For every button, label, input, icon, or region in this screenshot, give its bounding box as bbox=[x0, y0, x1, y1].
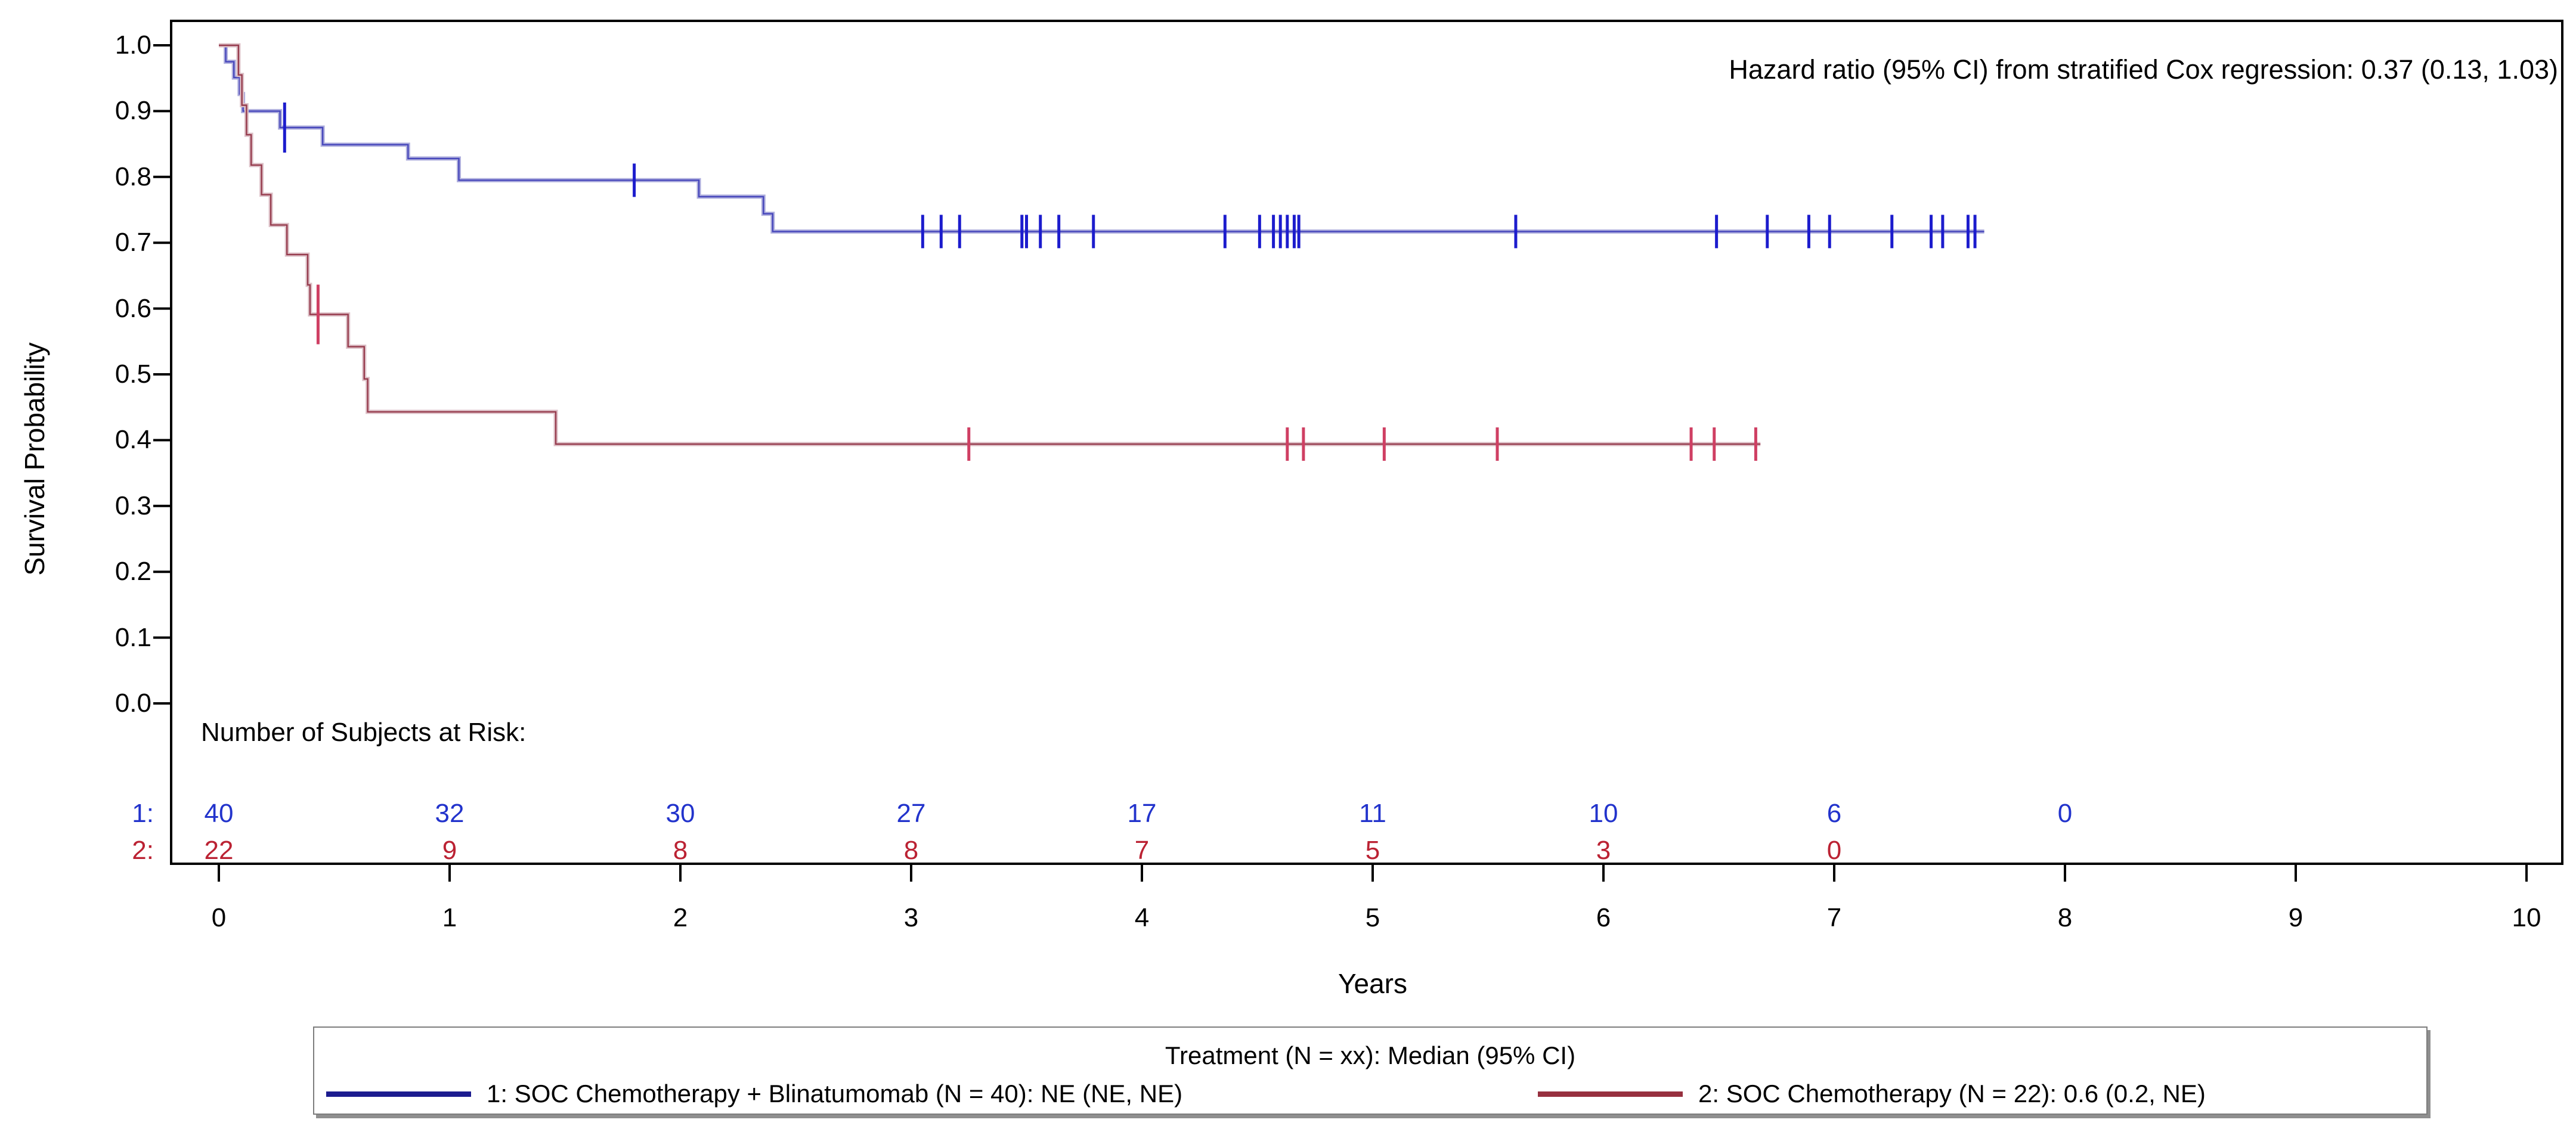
x-axis-title: Years bbox=[1338, 968, 1407, 999]
risk-count: 40 bbox=[204, 799, 234, 828]
risk-count: 27 bbox=[896, 799, 926, 828]
risk-table-header: Number of Subjects at Risk: bbox=[201, 718, 527, 747]
x-tick-label: 5 bbox=[1365, 903, 1380, 932]
risk-count: 32 bbox=[435, 799, 465, 828]
km-curve-halo-1 bbox=[219, 43, 1984, 234]
risk-count: 7 bbox=[1134, 836, 1150, 865]
risk-count: 8 bbox=[673, 836, 688, 865]
risk-count: 17 bbox=[1127, 799, 1157, 828]
x-tick-label: 10 bbox=[2512, 903, 2541, 932]
risk-row-label: 1: bbox=[132, 799, 154, 828]
y-axis-title: Survival Probability bbox=[19, 342, 50, 576]
risk-count: 0 bbox=[2057, 799, 2073, 828]
legend-title: Treatment (N = xx): Median (95% CI) bbox=[1165, 1041, 1576, 1069]
km-curve-halo-2 bbox=[219, 43, 1761, 446]
legend-label-1: 1: SOC Chemotherapy + Blinatumomab (N = … bbox=[487, 1080, 1183, 1108]
y-tick-label: 0.4 bbox=[114, 425, 151, 455]
km-curve-1 bbox=[219, 44, 1984, 232]
risk-count: 8 bbox=[903, 836, 919, 865]
risk-count: 11 bbox=[1359, 799, 1386, 828]
y-tick-label: 0.6 bbox=[114, 293, 151, 323]
y-tick-label: 0.5 bbox=[114, 359, 151, 389]
legend-item-1: 1: SOC Chemotherapy + Blinatumomab (N = … bbox=[326, 1080, 1182, 1108]
x-tick-label: 4 bbox=[1134, 903, 1150, 932]
risk-row-label: 2: bbox=[132, 836, 154, 865]
y-tick-label: 0.1 bbox=[114, 622, 151, 652]
legend-label-2: 2: SOC Chemotherapy (N = 22): 0.6 (0.2, … bbox=[1698, 1080, 2206, 1108]
risk-count: 6 bbox=[1826, 799, 1842, 828]
risk-count: 22 bbox=[204, 836, 234, 865]
x-tick-label: 1 bbox=[442, 903, 457, 932]
y-tick-label: 0.7 bbox=[114, 228, 151, 258]
legend-item-2: 2: SOC Chemotherapy (N = 22): 0.6 (0.2, … bbox=[1538, 1080, 2206, 1108]
risk-count: 5 bbox=[1365, 836, 1380, 865]
x-tick-label: 8 bbox=[2057, 903, 2073, 932]
y-tick-label: 0.2 bbox=[114, 557, 151, 587]
x-tick-label: 9 bbox=[2288, 903, 2303, 932]
hazard-ratio-annotation: Hazard ratio (95% CI) from stratified Co… bbox=[1729, 54, 2558, 85]
plot-border bbox=[170, 20, 2563, 865]
x-tick-label: 3 bbox=[903, 903, 919, 932]
km-curve-2 bbox=[219, 44, 1761, 445]
x-tick-label: 7 bbox=[1826, 903, 1842, 932]
x-tick-label: 0 bbox=[211, 903, 227, 932]
risk-count: 3 bbox=[1596, 836, 1611, 865]
legend-line-swatch-red bbox=[1538, 1091, 1683, 1097]
x-tick-label: 6 bbox=[1596, 903, 1611, 932]
risk-count: 9 bbox=[442, 836, 457, 865]
y-tick-label: 0.8 bbox=[114, 162, 151, 191]
y-tick-label: 1.0 bbox=[114, 30, 151, 60]
risk-count: 0 bbox=[1826, 836, 1842, 865]
legend-line-swatch-blue bbox=[326, 1091, 471, 1097]
y-tick-label: 0.9 bbox=[114, 96, 151, 126]
risk-count: 30 bbox=[665, 799, 695, 828]
x-tick-label: 2 bbox=[673, 903, 688, 932]
y-tick-label: 0.0 bbox=[114, 688, 151, 718]
risk-count: 10 bbox=[1589, 799, 1618, 828]
y-tick-label: 0.3 bbox=[114, 491, 151, 520]
legend-box: Treatment (N = xx): Median (95% CI) 1: S… bbox=[313, 1026, 2428, 1115]
